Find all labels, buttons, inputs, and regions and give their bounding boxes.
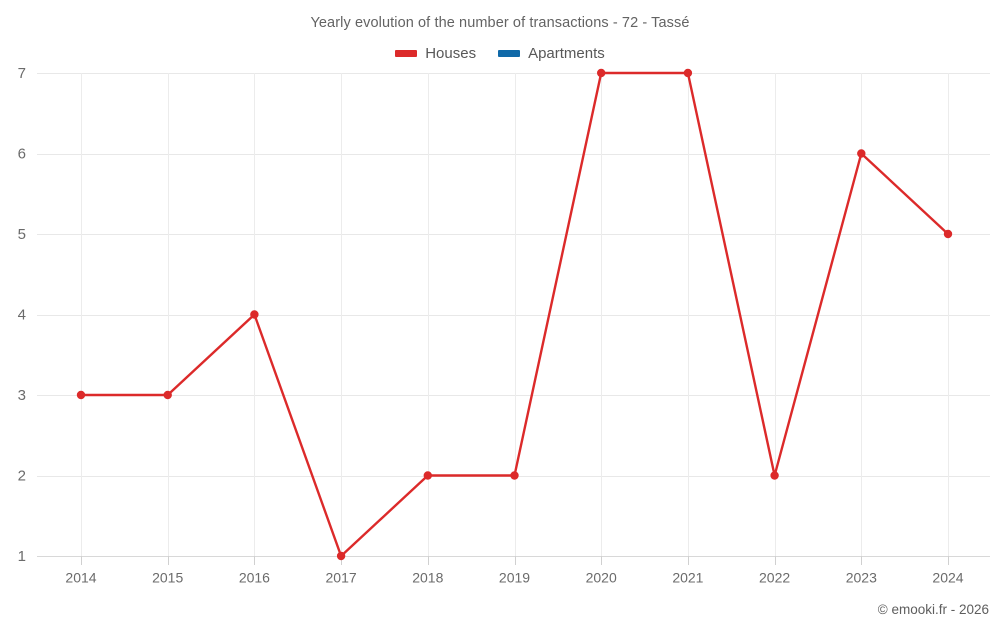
legend-item-label: Apartments: [528, 45, 605, 62]
x-axis-tick-label: 2018: [412, 569, 443, 585]
legend-item-houses[interactable]: Houses: [395, 45, 476, 62]
y-axis-tick-label: 2: [18, 467, 26, 484]
data-point[interactable]: [857, 149, 866, 158]
x-axis-tick-label: 2015: [152, 569, 183, 585]
y-axis-tick-label: 3: [18, 387, 26, 404]
x-axis-tick-label: 2024: [932, 569, 963, 585]
legend-item-label: Houses: [425, 45, 477, 62]
data-point[interactable]: [250, 310, 259, 319]
data-point[interactable]: [770, 471, 779, 480]
copyright-footer: © emooki.fr - 2026: [877, 602, 989, 617]
data-point[interactable]: [336, 551, 346, 561]
x-axis-tick-label: 2016: [239, 569, 270, 585]
x-axis-tick-label: 2020: [586, 569, 617, 585]
legend-item-apartments[interactable]: Apartments: [498, 45, 605, 62]
x-axis-tick-label: 2021: [672, 569, 703, 585]
data-point[interactable]: [423, 471, 432, 480]
data-point[interactable]: [163, 390, 172, 400]
line-swatch-icon: [498, 50, 521, 57]
y-axis-tick-label: 7: [18, 65, 26, 82]
line-swatch-icon: [395, 50, 418, 57]
data-point[interactable]: [683, 68, 693, 78]
data-point[interactable]: [510, 471, 519, 480]
y-axis-tick-label: 5: [18, 226, 26, 243]
data-point[interactable]: [76, 390, 86, 400]
x-axis-tick-label: 2019: [499, 569, 530, 585]
chart-legend: Houses Apartments: [0, 45, 1000, 62]
x-axis-tick-label: 2022: [759, 569, 790, 585]
data-point[interactable]: [597, 68, 606, 78]
y-axis-tick-label: 1: [18, 548, 26, 565]
x-axis-tick-label: 2014: [65, 569, 96, 585]
data-point[interactable]: [943, 229, 953, 239]
y-axis-tick-label: 6: [18, 145, 26, 162]
series-line-houses: [79, 71, 950, 558]
x-axis-tick-label: 2023: [846, 569, 877, 585]
x-axis-tick-label: 2017: [326, 569, 357, 585]
chart-title: Yearly evolution of the number of transa…: [310, 15, 690, 31]
y-axis-tick-label: 4: [18, 306, 26, 323]
